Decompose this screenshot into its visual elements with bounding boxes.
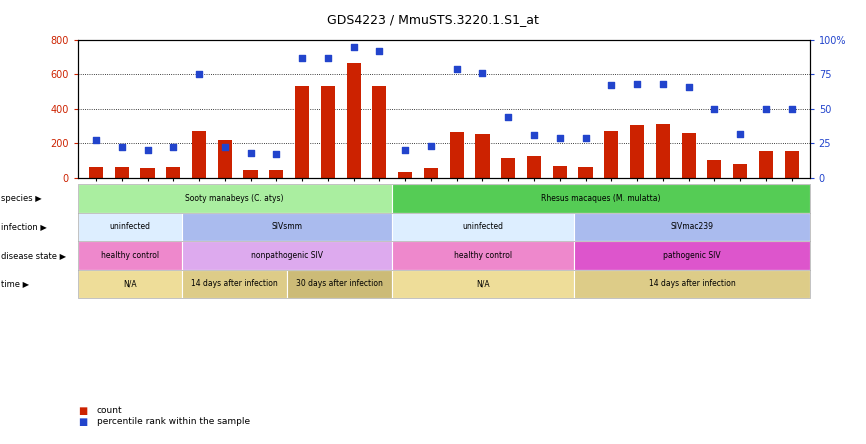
Bar <box>398 171 412 178</box>
Bar <box>604 131 618 178</box>
Point <box>269 151 283 158</box>
Point <box>682 83 695 90</box>
Point <box>424 143 438 150</box>
Bar <box>785 151 798 178</box>
Text: healthy control: healthy control <box>101 251 159 260</box>
Point <box>140 147 154 154</box>
Point <box>398 147 412 154</box>
Bar <box>140 168 155 178</box>
Point <box>759 105 772 112</box>
Point <box>604 82 618 89</box>
Text: N/A: N/A <box>123 279 137 288</box>
Text: percentile rank within the sample: percentile rank within the sample <box>97 417 250 426</box>
Point <box>656 80 669 87</box>
Point <box>785 105 798 112</box>
Text: ■: ■ <box>78 406 87 416</box>
Bar <box>708 159 721 178</box>
Bar <box>759 151 773 178</box>
Point <box>449 65 463 72</box>
Text: SIVsmm: SIVsmm <box>272 222 302 231</box>
Text: 14 days after infection: 14 days after infection <box>649 279 735 288</box>
Bar <box>372 87 386 178</box>
Text: GDS4223 / MmuSTS.3220.1.S1_at: GDS4223 / MmuSTS.3220.1.S1_at <box>327 13 539 26</box>
Text: 14 days after infection: 14 days after infection <box>191 279 278 288</box>
Bar <box>449 132 464 178</box>
Bar <box>346 63 361 178</box>
Text: nonpathogenic SIV: nonpathogenic SIV <box>251 251 323 260</box>
Point <box>708 105 721 112</box>
Text: uninfected: uninfected <box>110 222 151 231</box>
Bar <box>269 170 283 178</box>
Point <box>321 54 335 61</box>
Text: species ▶: species ▶ <box>1 194 42 203</box>
Bar <box>475 134 489 178</box>
Text: Sooty manabeys (C. atys): Sooty manabeys (C. atys) <box>185 194 284 203</box>
Point <box>734 130 747 137</box>
Bar <box>733 164 747 178</box>
Text: count: count <box>97 406 123 415</box>
Bar <box>527 156 541 178</box>
Point <box>89 137 103 144</box>
Point <box>243 149 257 156</box>
Point <box>630 80 644 87</box>
Point <box>475 69 489 76</box>
Bar <box>192 131 206 178</box>
Bar <box>295 87 309 178</box>
Bar <box>217 140 232 178</box>
Text: uninfected: uninfected <box>462 222 503 231</box>
Text: pathogenic SIV: pathogenic SIV <box>663 251 721 260</box>
Point <box>578 134 592 141</box>
Bar <box>114 167 129 178</box>
Bar <box>166 167 180 178</box>
Bar <box>423 168 438 178</box>
Text: N/A: N/A <box>476 279 490 288</box>
Bar <box>89 167 103 178</box>
Text: time ▶: time ▶ <box>1 279 29 288</box>
Point <box>295 54 309 61</box>
Point <box>527 131 541 139</box>
Bar <box>243 170 258 178</box>
Text: infection ▶: infection ▶ <box>1 222 47 231</box>
Bar <box>578 167 592 178</box>
Text: SIVmac239: SIVmac239 <box>670 222 714 231</box>
Bar <box>656 124 670 178</box>
Bar <box>320 87 335 178</box>
Point <box>346 44 360 51</box>
Text: healthy control: healthy control <box>454 251 512 260</box>
Text: disease state ▶: disease state ▶ <box>1 251 66 260</box>
Text: ■: ■ <box>78 417 87 427</box>
Point <box>372 48 386 55</box>
Point <box>501 114 515 121</box>
Point <box>166 144 180 151</box>
Text: 30 days after infection: 30 days after infection <box>296 279 383 288</box>
Point <box>218 144 232 151</box>
Bar <box>553 166 567 178</box>
Point <box>553 134 566 141</box>
Bar <box>501 158 515 178</box>
Bar <box>630 125 644 178</box>
Bar <box>682 133 695 178</box>
Text: Rhesus macaques (M. mulatta): Rhesus macaques (M. mulatta) <box>541 194 661 203</box>
Point <box>115 144 129 151</box>
Point <box>192 71 206 78</box>
